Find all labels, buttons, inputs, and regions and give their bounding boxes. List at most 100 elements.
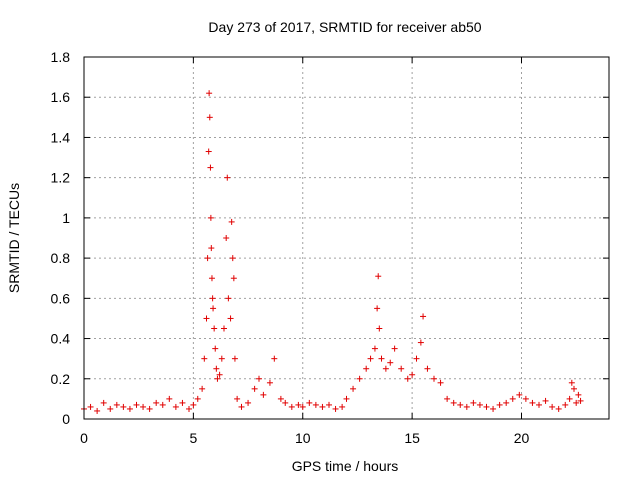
data-point (203, 315, 210, 322)
data-point (424, 365, 431, 372)
data-point (566, 395, 573, 402)
data-point (444, 395, 451, 402)
data-point (575, 391, 582, 398)
data-point (476, 401, 483, 408)
data-point (206, 90, 213, 97)
data-point (542, 397, 549, 404)
data-point (562, 401, 569, 408)
data-point (522, 395, 529, 402)
data-point (207, 214, 214, 221)
data-point (398, 365, 405, 372)
data-point (299, 403, 306, 410)
ticks-layer: 0 0.2 0.4 0.6 0.8 1 1.2 1.4 1.6 1.8 0 5 10 15 20 (51, 49, 609, 446)
data-point (100, 399, 107, 406)
y-tick-label: 0.8 (51, 250, 71, 266)
y-tick-label: 0.6 (51, 290, 71, 306)
data-point (463, 403, 470, 410)
data-point (266, 379, 273, 386)
data-point (120, 403, 127, 410)
data-point (404, 375, 411, 382)
data-point (391, 345, 398, 352)
data-point (573, 399, 580, 406)
data-point (87, 403, 94, 410)
x-tick-label: 0 (80, 430, 88, 446)
data-point (450, 399, 457, 406)
data-point (207, 164, 214, 171)
data-point (218, 355, 225, 362)
data-point (140, 403, 147, 410)
data-point (231, 355, 238, 362)
data-point (234, 395, 241, 402)
data-point (194, 395, 201, 402)
data-point (371, 345, 378, 352)
data-point (238, 403, 245, 410)
data-point (376, 325, 383, 332)
data-point (288, 403, 295, 410)
data-point (208, 245, 215, 252)
data-point (213, 365, 220, 372)
data-point (312, 401, 319, 408)
data-point (228, 218, 235, 225)
data-point (230, 275, 237, 282)
data-point (159, 401, 166, 408)
data-point (350, 385, 357, 392)
y-tick-label: 1.2 (51, 170, 71, 186)
data-point (209, 295, 216, 302)
data-point (470, 399, 477, 406)
data-point (107, 405, 114, 412)
data-point (190, 401, 197, 408)
data-point (555, 405, 562, 412)
y-tick-label: 1.4 (51, 129, 71, 145)
data-point (568, 379, 575, 386)
data-point (536, 401, 542, 408)
data-point (146, 405, 153, 412)
data-point (113, 401, 120, 408)
data-point (206, 114, 213, 121)
data-point (409, 371, 416, 378)
data-point (204, 255, 211, 262)
plot-frame (83, 56, 610, 420)
y-tick-label: 1.8 (51, 49, 71, 65)
data-point (420, 313, 427, 320)
data-point (378, 355, 385, 362)
data-point (216, 371, 223, 378)
data-point (229, 255, 236, 262)
data-point (211, 325, 218, 332)
data-point (437, 379, 444, 386)
data-point (212, 345, 219, 352)
data-point (356, 375, 363, 382)
data-point (343, 395, 350, 402)
data-point (256, 375, 262, 382)
data-point (490, 405, 497, 412)
data-point (179, 399, 186, 406)
data-point (205, 148, 212, 155)
data-point (306, 399, 313, 406)
data-point (577, 397, 584, 404)
data-point (260, 391, 267, 398)
data-point (201, 355, 208, 362)
data-point (172, 403, 179, 410)
data-point (210, 305, 217, 312)
data-point (363, 365, 370, 372)
data-point (571, 385, 577, 392)
data-point (153, 399, 160, 406)
y-axis-label: SRMTID / TECUs (6, 183, 22, 293)
data-point (251, 385, 258, 392)
data-point (295, 401, 302, 408)
data-points (81, 90, 584, 414)
data-point (413, 355, 420, 362)
data-point (186, 405, 192, 412)
x-tick-label: 5 (189, 430, 197, 446)
data-point (214, 375, 221, 382)
data-point (223, 235, 230, 241)
chart-title: Day 273 of 2017, SRMTID for receiver ab5… (208, 19, 481, 35)
data-point (431, 375, 437, 382)
y-tick-label: 0.4 (51, 331, 71, 347)
data-point (332, 405, 339, 412)
data-point (417, 339, 424, 346)
data-point (94, 407, 101, 414)
y-tick-label: 1.6 (51, 89, 71, 105)
data-point (457, 401, 464, 408)
data-point (516, 391, 523, 398)
